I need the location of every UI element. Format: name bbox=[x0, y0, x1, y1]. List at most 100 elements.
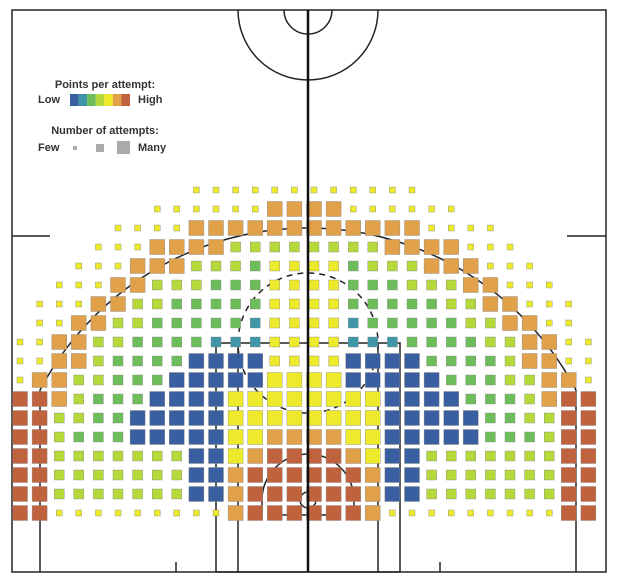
shot-cell bbox=[247, 410, 263, 426]
shot-cell bbox=[210, 279, 222, 291]
shot-cell bbox=[325, 429, 342, 445]
shot-cell bbox=[56, 509, 63, 517]
shot-cell bbox=[408, 205, 416, 213]
shot-cell bbox=[544, 412, 555, 424]
shot-cell bbox=[173, 205, 181, 213]
shot-cell bbox=[348, 260, 359, 272]
shot-cell bbox=[387, 279, 398, 291]
shot-cell bbox=[426, 279, 437, 291]
shot-cell bbox=[308, 317, 320, 329]
shot-cell bbox=[485, 355, 496, 367]
shot-cell bbox=[251, 186, 259, 194]
shot-cell bbox=[31, 486, 48, 502]
shot-cell bbox=[90, 315, 107, 331]
shot-cell bbox=[210, 317, 222, 329]
shot-cell bbox=[112, 317, 124, 329]
legend-swatch bbox=[95, 94, 105, 106]
shot-cell bbox=[286, 486, 303, 502]
shot-cell bbox=[306, 220, 322, 236]
shot-cell bbox=[365, 486, 381, 502]
shot-cell bbox=[210, 260, 222, 272]
shot-cell bbox=[306, 372, 322, 388]
shot-cell bbox=[267, 505, 283, 521]
shot-cell bbox=[188, 448, 205, 464]
shot-cell bbox=[504, 355, 516, 367]
shot-cell bbox=[75, 300, 83, 308]
shot-cell bbox=[428, 509, 435, 517]
shot-cell bbox=[267, 372, 283, 388]
shot-cell bbox=[269, 336, 280, 348]
shot-cell bbox=[93, 393, 104, 405]
shot-cell bbox=[580, 391, 597, 407]
shot-cell bbox=[286, 505, 303, 521]
shot-cell bbox=[306, 201, 322, 217]
shot-cell bbox=[230, 317, 241, 329]
shot-cell bbox=[345, 410, 361, 426]
shot-cell bbox=[56, 281, 63, 289]
shot-cell bbox=[369, 186, 376, 194]
shot-cell bbox=[249, 317, 261, 329]
shot-cell bbox=[325, 372, 342, 388]
shot-cell bbox=[71, 353, 87, 369]
shot-cell bbox=[230, 260, 241, 272]
shot-cell bbox=[389, 186, 396, 194]
shot-cell bbox=[448, 224, 455, 232]
shot-cell bbox=[95, 243, 102, 251]
shot-cell bbox=[365, 410, 381, 426]
shot-cell bbox=[561, 372, 577, 388]
shot-cell bbox=[328, 317, 339, 329]
shot-cell bbox=[504, 469, 516, 481]
shot-cell bbox=[71, 315, 87, 331]
shot-cell bbox=[129, 429, 146, 445]
shot-cell bbox=[365, 505, 381, 521]
shot-cell bbox=[227, 410, 244, 426]
shot-cell bbox=[384, 429, 401, 445]
shot-cell bbox=[345, 486, 361, 502]
shot-cell bbox=[565, 319, 572, 327]
shot-cell bbox=[348, 336, 359, 348]
shot-cell bbox=[249, 298, 261, 310]
shot-cell bbox=[286, 410, 303, 426]
shot-cell bbox=[310, 186, 318, 194]
shot-cell bbox=[247, 220, 263, 236]
shot-cell bbox=[465, 317, 476, 329]
shot-cell bbox=[169, 429, 185, 445]
shot-cell bbox=[12, 448, 28, 464]
shot-cell bbox=[328, 355, 339, 367]
shot-cell bbox=[289, 241, 300, 253]
shot-cell bbox=[367, 336, 378, 348]
shot-cell bbox=[149, 258, 165, 274]
shot-cell bbox=[541, 372, 557, 388]
shot-cell bbox=[404, 353, 420, 369]
shot-cell bbox=[345, 353, 361, 369]
shot-cell bbox=[506, 509, 514, 517]
shot-cell bbox=[149, 239, 165, 255]
shot-cell bbox=[271, 186, 278, 194]
shot-cell bbox=[110, 277, 126, 293]
shot-cell bbox=[169, 391, 185, 407]
shot-cell bbox=[485, 488, 496, 500]
shot-cell bbox=[171, 298, 183, 310]
legend-low: Low bbox=[38, 94, 60, 106]
shot-cell bbox=[112, 488, 124, 500]
shot-cell bbox=[193, 186, 200, 194]
shot-cell bbox=[546, 300, 553, 308]
shot-cell bbox=[169, 239, 185, 255]
shot-cell bbox=[73, 488, 85, 500]
shot-cell bbox=[93, 431, 104, 443]
shot-cell bbox=[249, 260, 261, 272]
shot-cell bbox=[31, 429, 48, 445]
legend-swatch bbox=[70, 94, 79, 106]
shot-cell bbox=[73, 469, 85, 481]
shot-cell bbox=[544, 450, 555, 462]
shot-cell bbox=[561, 467, 577, 483]
shot-cell bbox=[267, 467, 283, 483]
shot-cell bbox=[328, 279, 339, 291]
shot-cell bbox=[95, 262, 102, 270]
shot-cell bbox=[54, 431, 65, 443]
shot-cell bbox=[114, 243, 122, 251]
shot-cell bbox=[384, 410, 401, 426]
shot-cell bbox=[487, 509, 494, 517]
shot-cell bbox=[325, 467, 342, 483]
shot-cell bbox=[565, 357, 572, 365]
